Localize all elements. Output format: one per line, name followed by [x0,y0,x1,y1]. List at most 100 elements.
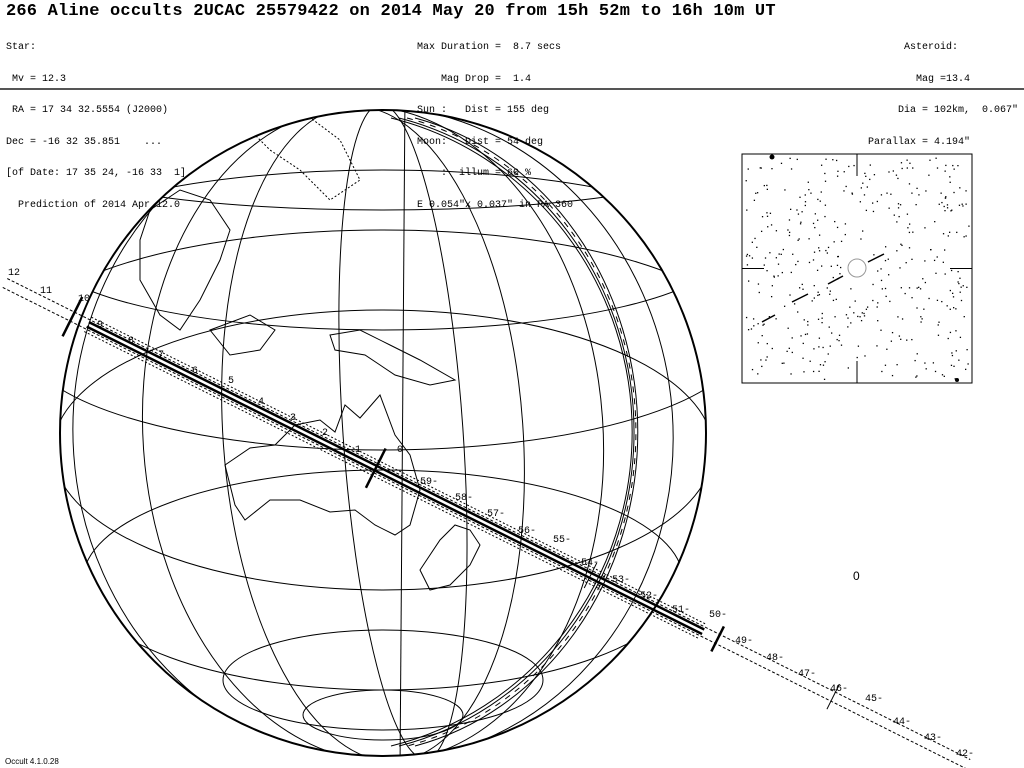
star-dot [908,287,911,289]
star-dot [906,339,908,341]
star-dot [962,285,964,287]
star-dot [864,172,866,175]
star-dot [916,353,918,355]
star-dot [937,334,940,336]
path-time-label: 6 [192,366,198,377]
star-dot [866,186,868,188]
star-dot [784,189,786,191]
path-time-label: 52- [640,591,658,602]
path-time-label: 5 [228,376,234,387]
star-dot [836,175,839,177]
path-time-label: 1 [355,445,361,456]
star-dot [962,205,964,207]
star-dot [837,255,840,258]
star-dot [907,227,909,229]
star-dot [825,249,827,252]
star-dot [880,194,883,196]
star-dot [759,167,761,169]
star-dot [888,274,890,276]
star-dot [933,259,936,262]
star-dot [843,171,845,173]
star-dot [769,252,771,254]
star-dot [818,346,820,348]
star-dot [950,364,953,367]
star-dot [921,318,923,320]
star-dot [916,187,918,190]
sigma-limit-south [84,331,700,640]
star-dot [823,378,826,381]
bright-star [769,154,775,160]
path-time-label: 4 [258,397,264,408]
star-chart-inset [741,153,973,384]
star-dot [850,288,852,290]
star-dot [802,357,804,359]
star-dot [757,373,759,375]
star-dot [781,271,783,274]
latitude-line [222,629,544,731]
star-dot [920,321,922,323]
star-dot [908,231,911,234]
star-dot [804,201,807,203]
star-dot [800,221,802,223]
sigma-limit-north [91,316,707,626]
star-dot [951,209,953,211]
star-dot [799,196,801,198]
star-dec: Dec = -16 32 35.851 ... [6,136,163,148]
borneo-coastline [209,314,276,356]
star-dot [957,165,959,167]
star-dot [834,220,836,223]
star-dot [787,327,789,329]
star-dot [884,287,887,290]
star-dot [925,190,927,192]
star-dot [843,190,845,192]
path-time-label: 11 [40,286,52,297]
star-dot [824,204,827,206]
star-dot [949,289,951,292]
star-dot [912,231,914,233]
star-dot [901,244,903,247]
star-dot [942,233,945,235]
star-dot [951,352,953,354]
star-dot [844,233,846,236]
star-dot [930,248,932,251]
star-dot [788,219,791,221]
star-dot [951,292,954,295]
path-cross-mark [61,296,84,337]
star-dot [851,193,854,195]
star-dot [854,300,856,302]
star-dot [845,314,848,316]
star-dot [888,171,890,173]
star-dot [946,207,949,209]
star-dot [847,326,849,328]
star-dot [924,260,926,262]
star-dot [959,291,961,293]
version-footer: Occult 4.1.0.28 [5,757,59,766]
star-heading: Star: [6,42,37,53]
path-time-label: 47- [798,669,816,680]
star-dot [900,162,903,164]
star-dot [802,288,804,290]
star-dot [909,162,911,164]
star-dot [814,213,817,215]
path-time-label: 59- [420,477,438,488]
star-dot [915,376,917,378]
star-dot [817,219,819,221]
star-dot [876,345,878,347]
star-dot [829,345,831,347]
star-dot [766,188,768,191]
path-time-label: 58- [455,493,473,504]
star-dot [872,283,874,286]
star-dot [751,241,753,243]
star-dot [876,200,879,203]
star-dot [780,253,782,255]
star-dot [905,262,907,264]
star-dot [801,211,803,213]
star-dot [857,315,859,318]
star-dot [751,257,754,259]
star-dot [949,181,951,183]
star-dot [816,269,819,271]
star-dot [937,324,939,326]
star-dot [954,378,956,380]
star-dot [752,318,755,320]
star-dot [835,298,837,301]
